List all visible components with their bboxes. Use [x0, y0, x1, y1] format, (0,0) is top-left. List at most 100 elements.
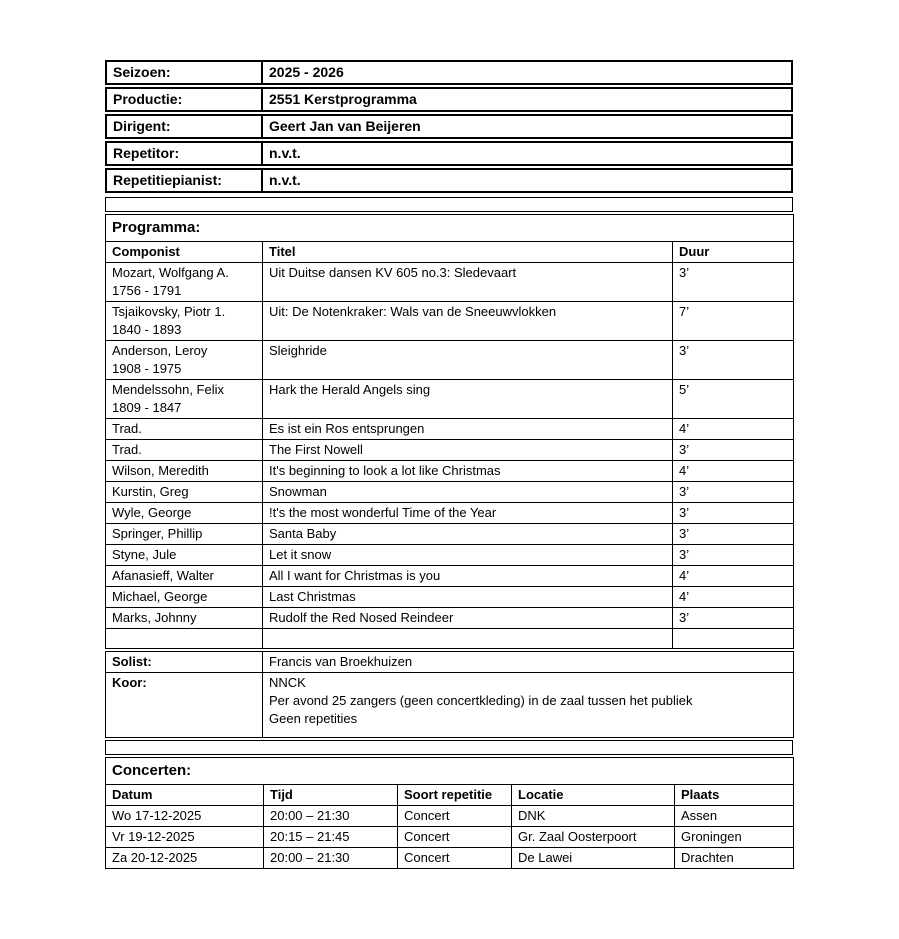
duur-cell: 3’ — [671, 481, 795, 503]
concert-row: Vr 19-12-2025 20:15 – 21:45 Concert Gr. … — [105, 826, 794, 848]
empty-cell — [262, 628, 673, 649]
program-row: Wyle, George !t's the most wonderful Tim… — [105, 502, 795, 524]
table-row: Seizoen: 2025 - 2026 — [105, 60, 793, 85]
info-value-dirigent: Geert Jan van Beijeren — [262, 114, 793, 139]
titel-cell: Snowman — [262, 481, 673, 503]
tijd-cell: 20:00 – 21:30 — [263, 805, 398, 827]
info-table: Seizoen: 2025 - 2026 Productie: 2551 Ker… — [105, 58, 793, 195]
production-sheet: Seizoen: 2025 - 2026 Productie: 2551 Ker… — [104, 58, 795, 869]
componist-name: Mozart, Wolfgang A. — [112, 265, 229, 280]
column-header-locatie: Locatie — [511, 784, 675, 806]
column-header-datum: Datum — [105, 784, 264, 806]
componist-cell: Afanasieff, Walter — [105, 565, 263, 587]
componist-years: 1840 - 1893 — [112, 322, 182, 337]
componist-name: Tsjaikovsky, Piotr 1. — [112, 304, 226, 319]
column-header-soort-repetitie: Soort repetitie — [397, 784, 512, 806]
program-row: Afanasieff, Walter All I want for Christ… — [105, 565, 795, 587]
spacer-row — [105, 197, 793, 212]
column-header-titel: Titel — [262, 241, 673, 263]
program-row: Trad. Es ist ein Ros entsprungen 4’ — [105, 418, 795, 440]
componist-cell: Trad. — [105, 439, 263, 461]
tijd-cell: 20:15 – 21:45 — [263, 826, 398, 848]
koor-label: Koor: — [105, 672, 263, 738]
info-label-repetitor: Repetitor: — [105, 141, 262, 166]
componist-cell: Styne, Jule — [105, 544, 263, 566]
duur-cell: 3’ — [671, 607, 795, 629]
info-value-seizoen: 2025 - 2026 — [262, 60, 793, 85]
titel-cell: Santa Baby — [262, 523, 673, 545]
componist-cell: Kurstin, Greg — [105, 481, 263, 503]
componist-name: Anderson, Leroy — [112, 343, 208, 358]
empty-cell — [105, 628, 263, 649]
duur-cell: 3’ — [671, 502, 795, 524]
componist-cell: Wyle, George — [105, 502, 263, 524]
table-row: Concerten: — [105, 757, 794, 785]
column-header-tijd: Tijd — [263, 784, 398, 806]
table-row: Dirigent: Geert Jan van Beijeren — [105, 114, 793, 139]
soort-cell: Concert — [397, 805, 512, 827]
table-row: Solist: Francis van Broekhuizen — [105, 651, 794, 673]
concerten-table: Concerten: Datum Tijd Soort repetitie Lo… — [105, 757, 794, 869]
program-row: Wilson, Meredith It's beginning to look … — [105, 460, 795, 482]
titel-cell: Last Christmas — [262, 586, 673, 608]
duur-cell: 3’ — [671, 544, 795, 566]
componist-years: 1756 - 1791 — [112, 283, 182, 298]
empty-cell — [671, 628, 795, 649]
componist-cell: Mozart, Wolfgang A. 1756 - 1791 — [105, 262, 263, 302]
info-label-repetitiepianist: Repetitiepianist: — [105, 168, 262, 193]
column-header-componist: Componist — [105, 241, 263, 263]
componist-cell: Trad. — [105, 418, 263, 440]
titel-cell: Es ist ein Ros entsprungen — [262, 418, 673, 440]
program-row: Anderson, Leroy 1908 - 1975 Sleighride 3… — [105, 340, 795, 380]
duur-cell: 4’ — [671, 418, 795, 440]
componist-name: Mendelssohn, Felix — [112, 382, 224, 397]
table-row: Productie: 2551 Kerstprogramma — [105, 87, 793, 112]
titel-cell: All I want for Christmas is you — [262, 565, 673, 587]
info-value-productie: 2551 Kerstprogramma — [262, 87, 793, 112]
spacer-row — [105, 740, 793, 755]
datum-cell: Vr 19-12-2025 — [105, 826, 264, 848]
titel-cell: Rudolf the Red Nosed Reindeer — [262, 607, 673, 629]
titel-cell: The First Nowell — [262, 439, 673, 461]
componist-cell: Anderson, Leroy 1908 - 1975 — [105, 340, 263, 380]
duur-cell: 3’ — [671, 523, 795, 545]
program-row: Mendelssohn, Felix 1809 - 1847 Hark the … — [105, 379, 795, 419]
solist-value: Francis van Broekhuizen — [262, 651, 794, 673]
componist-years: 1809 - 1847 — [112, 400, 182, 415]
program-row: Marks, Johnny Rudolf the Red Nosed Reind… — [105, 607, 795, 629]
program-row: Springer, Phillip Santa Baby 3’ — [105, 523, 795, 545]
column-header-plaats: Plaats — [674, 784, 794, 806]
program-row: Mozart, Wolfgang A. 1756 - 1791 Uit Duit… — [105, 262, 795, 302]
componist-cell: Wilson, Meredith — [105, 460, 263, 482]
duur-cell: 5’ — [671, 379, 795, 419]
locatie-cell: DNK — [511, 805, 675, 827]
program-row: Trad. The First Nowell 3’ — [105, 439, 795, 461]
concert-row: Za 20-12-2025 20:00 – 21:30 Concert De L… — [105, 847, 794, 869]
solist-label: Solist: — [105, 651, 263, 673]
program-row: Styne, Jule Let it snow 3’ — [105, 544, 795, 566]
tijd-cell: 20:00 – 21:30 — [263, 847, 398, 869]
duur-cell: 7’ — [671, 301, 795, 341]
titel-cell: Uit: De Notenkraker: Wals van de Sneeuwv… — [262, 301, 673, 341]
table-row: Repetitiepianist: n.v.t. — [105, 168, 793, 193]
duur-cell: 4’ — [671, 460, 795, 482]
soort-cell: Concert — [397, 826, 512, 848]
componist-cell: Mendelssohn, Felix 1809 - 1847 — [105, 379, 263, 419]
locatie-cell: Gr. Zaal Oosterpoort — [511, 826, 675, 848]
duur-cell: 4’ — [671, 586, 795, 608]
datum-cell: Wo 17-12-2025 — [105, 805, 264, 827]
program-row: Michael, George Last Christmas 4’ — [105, 586, 795, 608]
info-label-dirigent: Dirigent: — [105, 114, 262, 139]
plaats-cell: Groningen — [674, 826, 794, 848]
program-row: Tsjaikovsky, Piotr 1. 1840 - 1893 Uit: D… — [105, 301, 795, 341]
componist-cell: Michael, George — [105, 586, 263, 608]
plaats-cell: Assen — [674, 805, 794, 827]
duur-cell: 3’ — [671, 439, 795, 461]
titel-cell: Sleighride — [262, 340, 673, 380]
titel-cell: Let it snow — [262, 544, 673, 566]
plaats-cell: Drachten — [674, 847, 794, 869]
koor-line: NNCK — [269, 675, 306, 690]
program-row: Kurstin, Greg Snowman 3’ — [105, 481, 795, 503]
table-row: Repetitor: n.v.t. — [105, 141, 793, 166]
